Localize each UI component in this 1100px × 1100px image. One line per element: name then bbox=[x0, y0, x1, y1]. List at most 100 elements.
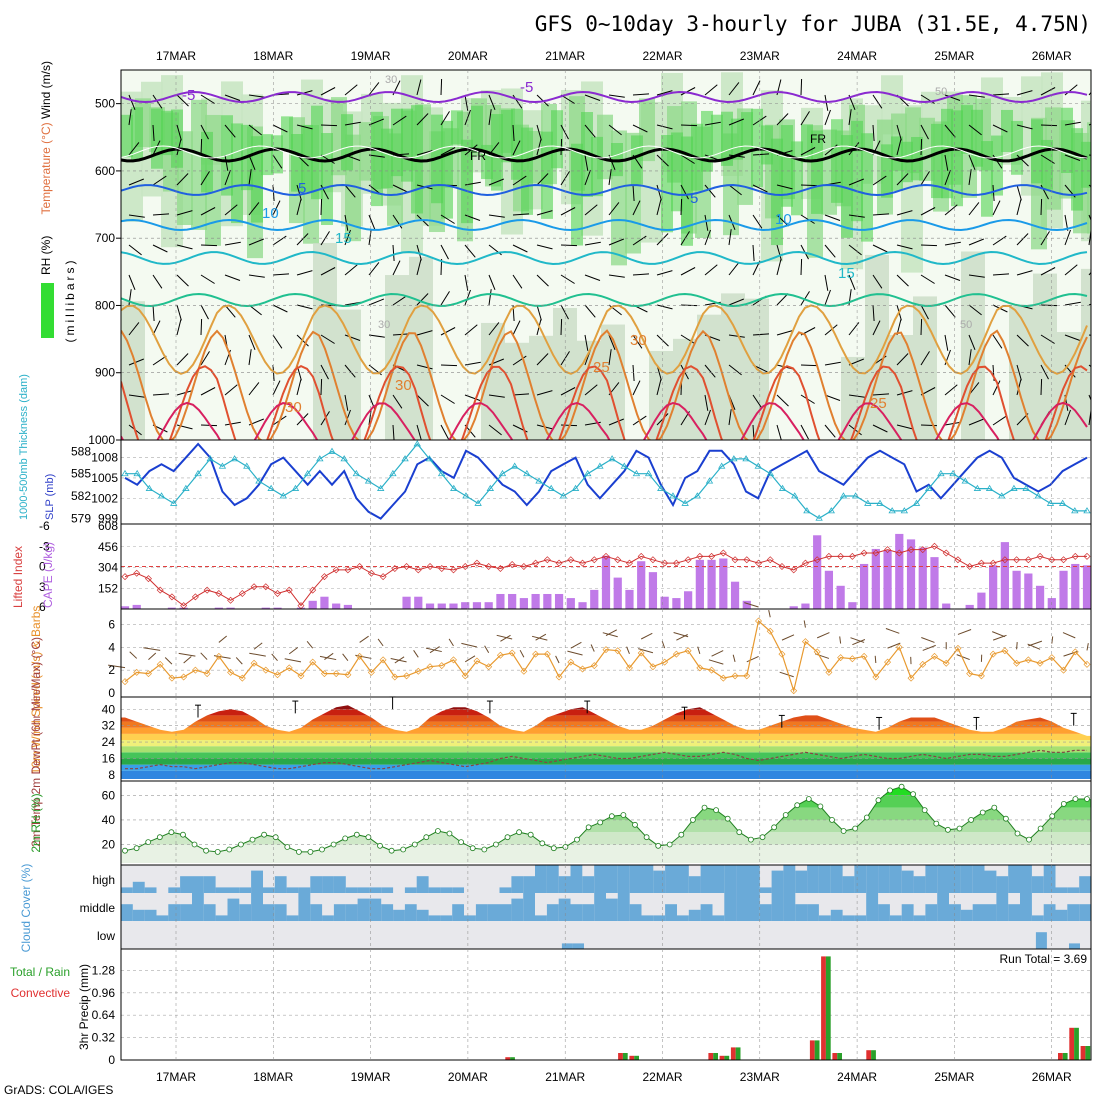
cloud-cell-background bbox=[451, 921, 464, 949]
wind10m-marker bbox=[144, 670, 152, 678]
thickness-marker bbox=[462, 492, 470, 499]
cloud-cell bbox=[1079, 904, 1092, 921]
wind-barb bbox=[488, 178, 504, 186]
wind10m-marker bbox=[344, 671, 352, 679]
wind10m-barb bbox=[284, 658, 302, 663]
cloud-cell bbox=[499, 887, 512, 893]
cloud-cell-background bbox=[837, 921, 849, 949]
cloud-cell bbox=[617, 893, 631, 921]
wind-barb bbox=[296, 270, 313, 276]
wind-barb bbox=[128, 178, 144, 186]
cape-bar bbox=[402, 596, 411, 609]
wind10m-barb bbox=[535, 633, 547, 641]
wind-barb bbox=[800, 184, 818, 187]
wind10m-barb bbox=[271, 653, 278, 662]
wind-barb bbox=[320, 198, 323, 216]
wind-barb bbox=[464, 109, 471, 126]
wind-barb bbox=[200, 244, 218, 247]
wind-barb bbox=[944, 154, 949, 171]
wind10m-barb bbox=[500, 634, 511, 642]
cloud-cell-background bbox=[428, 893, 441, 921]
lifted-index-marker bbox=[1071, 552, 1079, 560]
lifted-index-marker bbox=[825, 552, 833, 560]
wind-barb bbox=[1016, 233, 1029, 246]
cape-bar bbox=[308, 600, 317, 609]
cloud-cell-background bbox=[298, 865, 311, 893]
rh-shade-cell bbox=[1071, 128, 1083, 211]
wind-barb bbox=[728, 82, 740, 96]
cape-bar bbox=[906, 539, 916, 609]
wind10m-barb bbox=[288, 647, 299, 655]
wind-barb bbox=[896, 274, 909, 287]
cloud-cell bbox=[558, 898, 571, 921]
wind-barb bbox=[176, 210, 193, 216]
wind-barb bbox=[368, 298, 384, 306]
rh2m-marker bbox=[805, 796, 812, 802]
slp-thickness-panel: 588 585 582 579 1008 1005 1002 999 1000-500mb T… bbox=[18, 374, 1091, 526]
wind-barb bbox=[224, 94, 241, 101]
wind-barb bbox=[1064, 84, 1078, 96]
wind-barb bbox=[128, 322, 140, 336]
cloud-cell bbox=[1079, 876, 1092, 893]
cloud-cell-background bbox=[215, 865, 228, 893]
wind-barb bbox=[1016, 199, 1022, 216]
cloud-cell bbox=[440, 887, 453, 893]
total-precip-bar bbox=[871, 1050, 876, 1060]
thickness-marker bbox=[121, 469, 129, 477]
thickness-marker bbox=[778, 484, 787, 491]
wind-barb bbox=[800, 364, 818, 367]
cloud-cell bbox=[1069, 943, 1081, 949]
wind10m-barb bbox=[708, 659, 724, 665]
wind-barb bbox=[776, 214, 789, 227]
wind10m-marker bbox=[438, 662, 446, 670]
cloud-cell bbox=[274, 876, 288, 893]
wind10m-barb bbox=[213, 655, 231, 659]
cloud-cell bbox=[298, 887, 311, 893]
cloud-cell bbox=[937, 865, 950, 893]
wind-barb bbox=[488, 322, 500, 336]
cloud-cell bbox=[192, 893, 205, 921]
wind10m-barb bbox=[484, 645, 490, 653]
wind-barb bbox=[440, 291, 450, 306]
thickness-marker bbox=[194, 469, 202, 477]
cloud-cell-background bbox=[727, 921, 739, 949]
cape-bar bbox=[848, 602, 857, 609]
wind-barb bbox=[152, 355, 167, 366]
rh2m-marker bbox=[875, 797, 882, 804]
date-label-top: 22MAR bbox=[642, 49, 682, 63]
cloud-cell-background bbox=[499, 865, 512, 893]
cape-bar bbox=[449, 603, 458, 609]
cape-bar bbox=[566, 598, 575, 609]
contour-label: 30 bbox=[630, 332, 647, 349]
cape-bar bbox=[637, 561, 646, 609]
wind10m-marker bbox=[297, 672, 305, 680]
rh-shade-cell bbox=[231, 123, 243, 224]
wind-barb bbox=[512, 213, 530, 216]
wind10m-barb bbox=[253, 642, 263, 650]
lifted-index-marker bbox=[144, 575, 152, 583]
rh2m-marker bbox=[1084, 796, 1090, 802]
cloud-cell-background bbox=[517, 921, 530, 949]
wind-barb bbox=[392, 394, 403, 409]
date-label-top: 26MAR bbox=[1032, 49, 1072, 63]
wind-barb bbox=[224, 421, 241, 426]
wind-barb bbox=[536, 173, 549, 186]
wind-barb bbox=[848, 109, 852, 126]
wind10m-marker bbox=[579, 665, 587, 673]
wind10m-marker bbox=[755, 617, 763, 625]
cloud-cell bbox=[523, 876, 536, 893]
wind-barb bbox=[800, 111, 810, 126]
wind-barb bbox=[248, 349, 252, 366]
wind-barb bbox=[200, 94, 215, 104]
cape-bar bbox=[684, 591, 693, 609]
cloud-cell bbox=[996, 876, 1009, 893]
wind-barb bbox=[248, 124, 262, 136]
wind10m-barb bbox=[183, 656, 192, 664]
wind10m-barb bbox=[519, 649, 525, 658]
wind-barb bbox=[512, 320, 521, 336]
wind-barb bbox=[1064, 229, 1071, 246]
wind-barb bbox=[944, 124, 956, 138]
cloud-cell-background bbox=[475, 865, 489, 893]
cloud-cell bbox=[842, 915, 855, 921]
convective-precip-bar bbox=[708, 1053, 714, 1060]
